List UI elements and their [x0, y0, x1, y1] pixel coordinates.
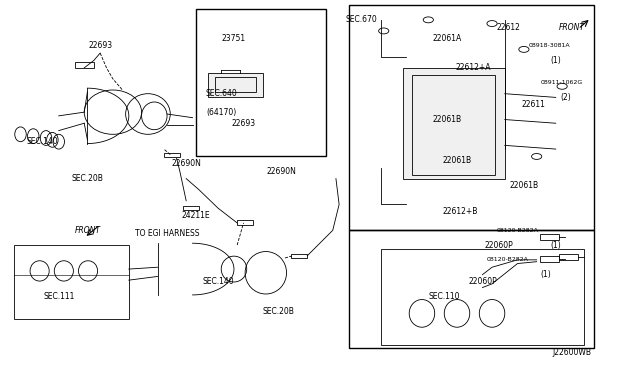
Text: SEC.640: SEC.640 [205, 89, 237, 98]
Bar [164, 153, 180, 157]
Text: 22693: 22693 [232, 119, 255, 128]
Text: 22612: 22612 [496, 23, 520, 32]
Text: 08911-1062G: 08911-1062G [541, 80, 583, 85]
Bar [183, 206, 199, 210]
Text: SEC.140: SEC.140 [27, 137, 59, 146]
Bar [412, 75, 495, 175]
Text: (1): (1) [550, 56, 561, 65]
Text: 22061B: 22061B [433, 115, 462, 124]
Bar [559, 254, 578, 260]
Text: J22600WB: J22600WB [552, 348, 591, 357]
Text: 22611: 22611 [522, 100, 545, 109]
Text: 22061A: 22061A [433, 34, 462, 43]
Text: 22690N: 22690N [267, 167, 297, 176]
Bar [196, 9, 326, 157]
Bar [403, 68, 505, 179]
Text: SEC.670: SEC.670 [346, 15, 378, 24]
Bar [540, 234, 559, 240]
Bar [291, 254, 307, 258]
Text: 08120-B282A: 08120-B282A [487, 257, 529, 262]
Text: SEC.140: SEC.140 [202, 278, 234, 286]
Bar [209, 73, 262, 97]
Text: 23751: 23751 [222, 34, 246, 43]
Bar [237, 220, 253, 225]
Bar [14, 245, 129, 319]
Text: SEC.20B: SEC.20B [72, 174, 103, 183]
Text: 24211E: 24211E [181, 211, 210, 220]
Text: FRONT: FRONT [74, 226, 100, 235]
Text: SEC.110: SEC.110 [429, 292, 460, 301]
Bar [349, 5, 594, 230]
Bar [349, 230, 594, 349]
Text: TO EGI HARNESS: TO EGI HARNESS [135, 230, 199, 238]
Text: 22061B: 22061B [509, 182, 538, 190]
Bar [215, 77, 256, 92]
Bar [75, 62, 94, 68]
Text: 22060P: 22060P [468, 278, 497, 286]
Text: 08918-3081A: 08918-3081A [529, 43, 570, 48]
Bar [381, 249, 584, 345]
Text: 22612+A: 22612+A [455, 63, 491, 72]
Text: 08120-B282A: 08120-B282A [497, 228, 538, 233]
Text: 22612+B: 22612+B [442, 207, 478, 217]
Text: (1): (1) [541, 270, 552, 279]
Text: SEC.20B: SEC.20B [262, 307, 294, 316]
Text: 22060P: 22060P [484, 241, 513, 250]
Text: FRONT: FRONT [559, 23, 585, 32]
Text: (2): (2) [560, 93, 571, 102]
Text: (1): (1) [550, 241, 561, 250]
Text: 22061B: 22061B [442, 155, 472, 165]
Text: SEC.111: SEC.111 [43, 292, 74, 301]
Text: (64170): (64170) [206, 108, 236, 117]
Bar [540, 256, 559, 262]
Text: 22690N: 22690N [172, 159, 201, 169]
Text: 22693: 22693 [88, 41, 112, 50]
